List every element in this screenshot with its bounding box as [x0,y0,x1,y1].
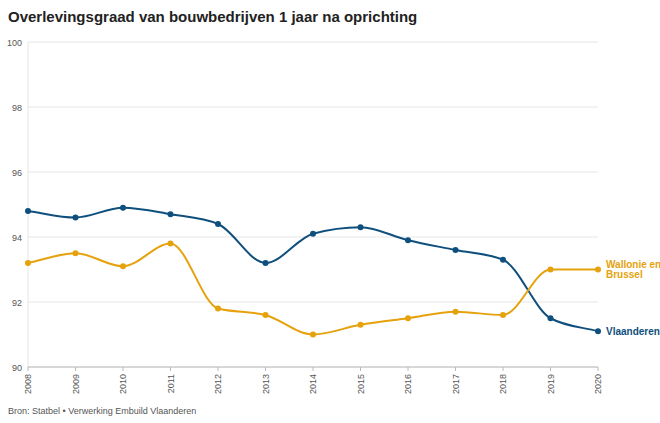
point [310,231,316,237]
point [358,224,364,230]
point [405,237,411,243]
point [168,241,174,247]
point [25,208,31,214]
plot-area [25,205,601,338]
point [453,309,459,315]
point [25,260,31,266]
x-tick-label: 2011 [166,374,176,393]
grid-line [28,107,598,108]
line [28,244,598,335]
x-tick-label: 2014 [308,374,318,394]
point [263,312,269,318]
x-tick [170,367,171,371]
x-tick [313,367,314,371]
x-tick-label: 2016 [403,374,413,394]
grid-line [28,302,598,303]
x-tick [550,367,551,371]
x-tick [408,367,409,371]
x-tick-label: 2010 [118,374,128,394]
x-tick [455,367,456,371]
point [500,312,506,318]
y-tick-label: 94 [12,233,22,243]
point [310,332,316,338]
point [358,322,364,328]
line [28,208,598,332]
y-axis-line [28,42,29,367]
point [120,205,126,211]
legend-entry: Wallonie enBrussel [606,259,660,280]
y-tick-label: 92 [12,298,22,308]
x-tick [123,367,124,371]
point [73,215,79,221]
x-tick-label: 2008 [23,374,33,394]
x-tick [360,367,361,371]
chart: Overlevingsgraad van bouwbedrijven 1 jaa… [0,0,660,423]
x-tick [28,367,29,371]
x-tick [75,367,76,371]
x-tick-label: 2009 [71,374,81,394]
point [500,257,506,263]
point [548,315,554,321]
y-tick-label: 98 [12,103,22,113]
source: Bron: Statbel • Verwerking Embuild Vlaan… [8,406,196,416]
legend-entry: Vlaanderen [606,326,660,337]
y-tick-label: 100 [7,38,22,48]
point [168,211,174,217]
title: Overlevingsgraad van bouwbedrijven 1 jaa… [8,8,417,25]
grid-line [28,42,598,43]
x-tick [218,367,219,371]
point [405,315,411,321]
x-tick-label: 2018 [498,374,508,394]
point [595,328,601,334]
point [548,267,554,273]
x-tick-label: 2012 [213,374,223,394]
x-tick [503,367,504,371]
grid-line [28,172,598,173]
point [215,306,221,312]
y-tick-label: 96 [12,168,22,178]
point [120,263,126,269]
x-tick [265,367,266,371]
x-tick [598,367,599,371]
x-tick-label: 2019 [546,374,556,394]
x-tick-label: 2013 [261,374,271,394]
y-tick-label: 90 [12,363,22,373]
point [73,250,79,256]
point [215,221,221,227]
x-tick-label: 2015 [356,374,366,394]
point [595,267,601,273]
point [453,247,459,253]
x-tick-label: 2020 [593,374,603,394]
point [263,260,269,266]
x-tick-label: 2017 [451,374,461,394]
